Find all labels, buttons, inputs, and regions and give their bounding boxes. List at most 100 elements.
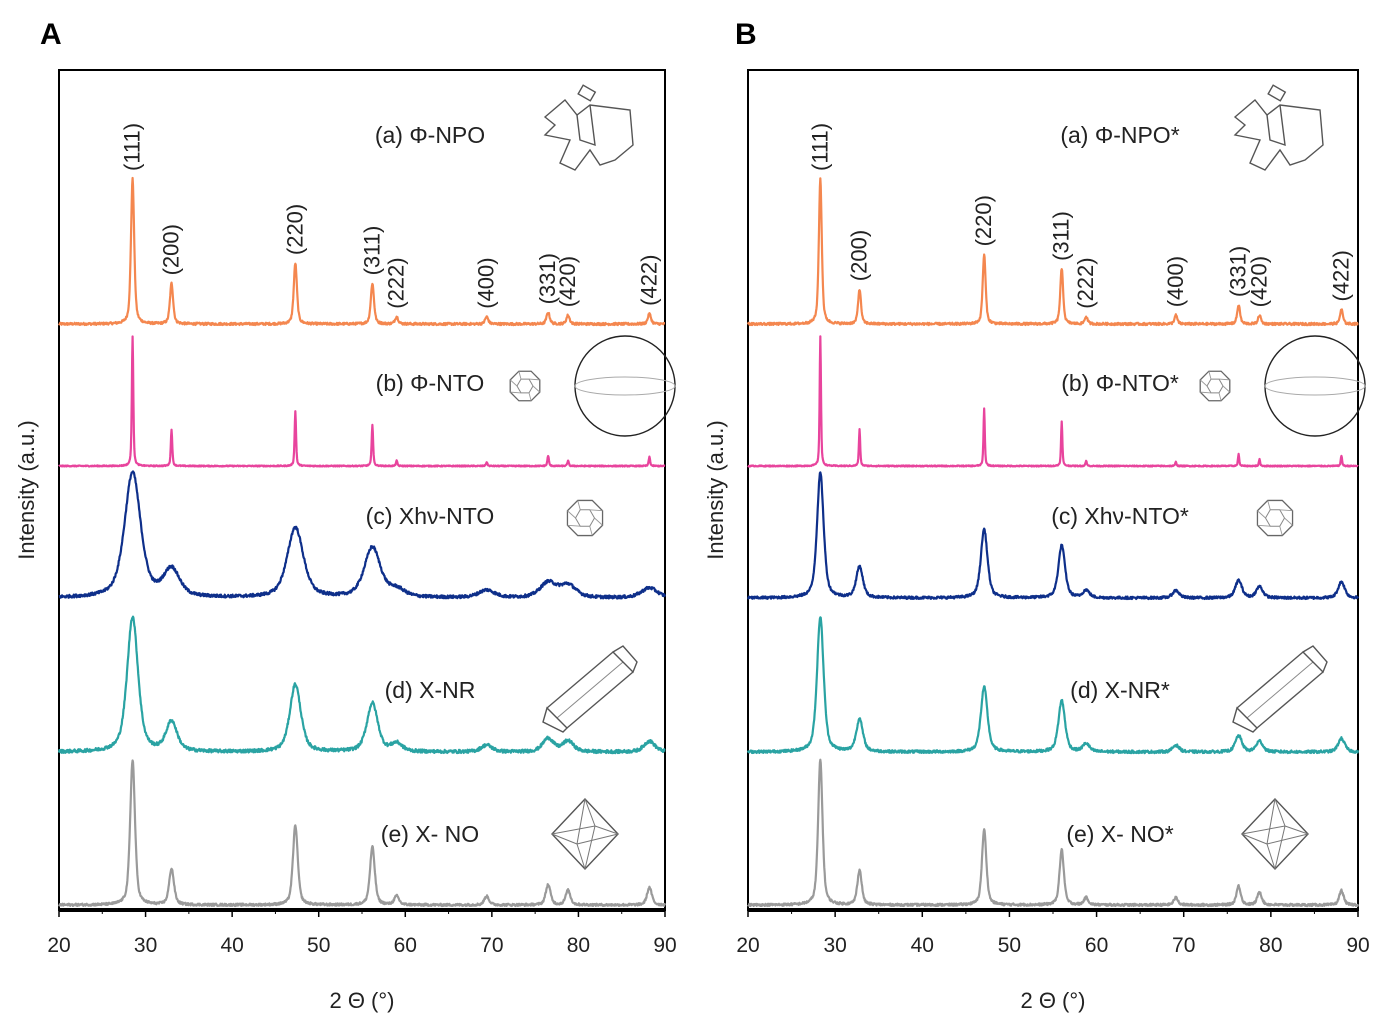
- polyhedron-edge: [1257, 524, 1271, 527]
- large-sphere-equator: [574, 376, 676, 396]
- irregular-particle-icon: [1233, 84, 1324, 171]
- polyhedron-edge: [567, 524, 581, 527]
- nanorod-facet: [1246, 661, 1314, 719]
- polyhedron-edge: [1279, 526, 1283, 536]
- polyhedron-facet: [1206, 378, 1224, 394]
- octahedron-edge: [1266, 843, 1276, 870]
- xrd-series-line: [746, 177, 1359, 327]
- polyhedron-edge: [528, 378, 540, 381]
- polyhedron-edge: [1222, 385, 1231, 393]
- hkl-label: (331): [535, 253, 560, 304]
- x-tick-label: 80: [1259, 934, 1282, 957]
- polyhedron-outline: [509, 370, 541, 402]
- irregular-particle-fragment: [1267, 84, 1287, 102]
- x-tick-label: 40: [911, 934, 934, 957]
- hkl-label: (422): [636, 254, 661, 305]
- polyhedron-outline: [1199, 370, 1231, 402]
- hkl-label: (220): [282, 204, 307, 255]
- polyhedron-outline: [566, 499, 604, 537]
- octahedron-edge: [1274, 825, 1286, 870]
- irregular-particle-shape: [543, 98, 634, 171]
- xrd-series-line: [58, 759, 667, 908]
- polyhedron-edge: [1200, 391, 1212, 394]
- polyhedron-edge: [1218, 392, 1222, 401]
- xrd-series-line: [747, 758, 1360, 908]
- x-axis-title: 2 Θ (°): [1020, 988, 1085, 1013]
- y-axis-title: Intensity (a.u.): [14, 420, 39, 559]
- plot-frame: [747, 69, 1359, 911]
- panel-letter-b: B: [735, 18, 757, 51]
- octahedron-edge: [1266, 798, 1276, 845]
- polyhedron-edge: [509, 379, 518, 387]
- nanorod-edge: [546, 651, 614, 709]
- polyhedron-edge: [518, 371, 522, 380]
- hkl-label: (400): [1163, 256, 1188, 307]
- x-tick-label: 30: [134, 934, 157, 957]
- series-label: (a) Φ-NPO: [375, 122, 485, 148]
- series-label: (b) Φ-NTO: [376, 370, 485, 396]
- xrd-series-line: [57, 615, 666, 755]
- xrd-series-line: [58, 335, 666, 468]
- hkl-label: (200): [159, 224, 184, 275]
- x-tick-label: 50: [998, 934, 1021, 957]
- truncated-octahedron-icon: [1256, 499, 1294, 537]
- x-axis-title: 2 Θ (°): [329, 988, 394, 1013]
- panel-letter-a: A: [40, 18, 62, 51]
- hkl-label: (220): [971, 195, 996, 246]
- nanorod-end: [1301, 645, 1328, 674]
- irregular-particle-facet: [1266, 104, 1286, 147]
- polyhedron-edge: [1284, 517, 1293, 526]
- octahedron-edge: [576, 843, 586, 870]
- polyhedron-edge: [589, 526, 593, 536]
- hkl-label: (222): [384, 257, 409, 308]
- octahedron-edge: [1274, 798, 1286, 827]
- irregular-particle-fragment: [577, 84, 597, 102]
- hkl-label: (331): [1226, 246, 1251, 297]
- polyhedron-facet: [574, 509, 596, 527]
- hkl-label: (311): [359, 226, 384, 276]
- octahedron-edge: [594, 825, 619, 835]
- series-label: (e) X- NO*: [1066, 821, 1173, 847]
- series-label: (e) X- NO: [381, 821, 479, 847]
- polyhedron-edge: [594, 517, 603, 526]
- series-label: (a) Φ-NPO*: [1060, 122, 1179, 148]
- x-tick-label: 90: [653, 934, 676, 957]
- nanorod-edge: [1256, 671, 1324, 729]
- polyhedron-edge: [528, 392, 532, 401]
- y-axis-title: Intensity (a.u.): [703, 420, 728, 559]
- polyhedron-edge: [1208, 371, 1212, 380]
- x-tick-label: 60: [1085, 934, 1108, 957]
- octahedron-edge: [584, 798, 596, 827]
- truncated-octahedron-icon: [566, 499, 604, 537]
- xrd-panel-a: 20 30 40 50 60 70 80 90 2 Θ (°) Intensity (a.u.) (…: [14, 69, 677, 1013]
- nanorod-end: [542, 706, 568, 733]
- xrd-panel-b: 20 30 40 50 60 70 80 90 2 Θ (°) Intensity (a.u.) (…: [703, 69, 1370, 1013]
- sphere-icon: [509, 335, 676, 437]
- hkl-label: (400): [474, 257, 499, 308]
- polyhedron-edge: [567, 510, 576, 519]
- irregular-particle-facet: [576, 104, 596, 147]
- hkl-label: (311): [1049, 211, 1074, 261]
- x-tick-label: 50: [307, 934, 330, 957]
- hkl-label: (422): [1328, 250, 1353, 301]
- hkl-label: (111): [807, 123, 832, 171]
- large-sphere-equator: [1264, 376, 1366, 396]
- polyhedron-edge: [577, 500, 581, 510]
- octahedron-edge: [551, 825, 596, 835]
- nanorod-edge: [1236, 651, 1304, 709]
- octahedron-edge: [1241, 833, 1268, 845]
- xrd-series-line: [58, 470, 667, 600]
- x-tick-label: 90: [1346, 934, 1369, 957]
- x-tick-label: 60: [394, 934, 417, 957]
- polyhedron-edge: [1257, 510, 1266, 519]
- octahedron-edge: [1241, 825, 1286, 835]
- irregular-particle-shape: [1233, 98, 1324, 171]
- hkl-label: (200): [847, 230, 872, 281]
- xrd-series-line: [58, 176, 666, 327]
- hkl-label: (111): [120, 123, 145, 171]
- x-tick-label: 20: [736, 934, 759, 957]
- hkl-label: (222): [1073, 257, 1098, 308]
- hkl-label: (420): [1247, 256, 1272, 307]
- polyhedron-facet: [1264, 509, 1286, 527]
- large-sphere-shape: [1264, 335, 1366, 437]
